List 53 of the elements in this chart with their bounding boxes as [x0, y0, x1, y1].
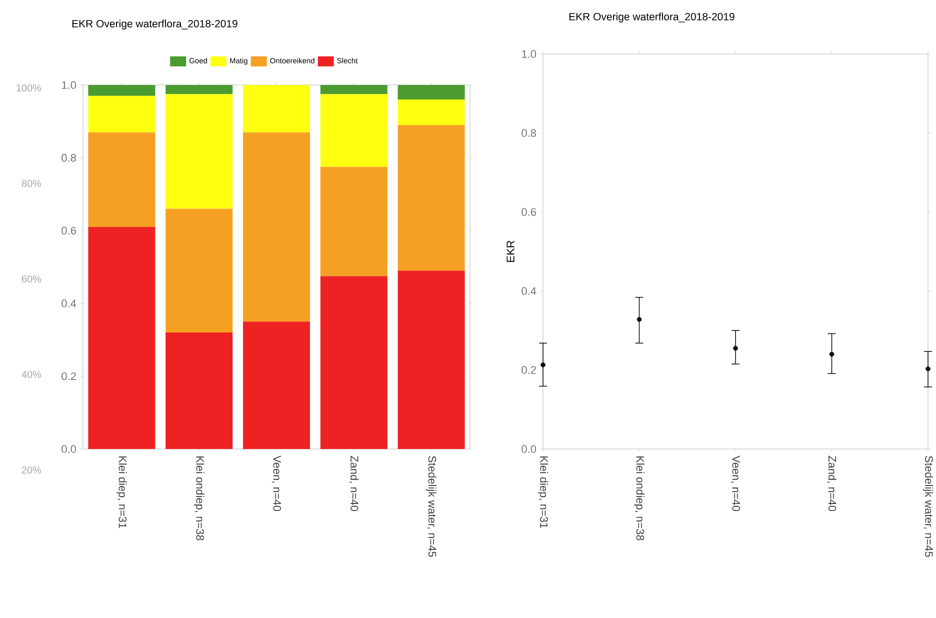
x-tick-label: Klei diep, n=31 — [116, 456, 127, 528]
bar — [398, 84, 465, 100]
y-tick-label: 0.4 — [522, 287, 536, 295]
bar — [166, 208, 233, 333]
bar — [88, 132, 156, 227]
bar — [320, 84, 388, 94]
bar — [166, 94, 233, 209]
bar — [243, 84, 310, 132]
y-tick-label: 0.2 — [522, 366, 536, 374]
x-tick-label: Klei ondiep, n=38 — [634, 456, 644, 540]
bar — [166, 332, 233, 449]
bar — [398, 270, 465, 449]
bar — [88, 96, 156, 132]
y-tick-label: 0.6 — [522, 208, 536, 216]
x-tick-label: Zand, n=40 — [349, 456, 359, 512]
point — [829, 352, 834, 357]
bar — [320, 94, 388, 167]
x-tick-label: Veen, n=40 — [730, 456, 740, 512]
y-tick-label: 0.4 — [62, 300, 76, 308]
text: 20% — [22, 466, 42, 474]
x-tick-label: Klei ondiep, n=38 — [194, 456, 204, 540]
point — [636, 317, 642, 322]
y-tick-label: 1.0 — [522, 50, 536, 58]
text: 100% — [16, 84, 42, 92]
bar — [88, 84, 156, 96]
y-tick-label: 0.2 — [62, 372, 76, 380]
text: 80% — [22, 180, 42, 188]
y-tick-label: 0.8 — [522, 129, 536, 137]
chart-title: EKR Overige waterflora_2018-2019 — [569, 12, 734, 22]
point — [733, 346, 738, 351]
bar — [320, 166, 388, 276]
chart-title: EKR Overige waterflora_2018-2019 — [72, 20, 238, 30]
point — [540, 362, 546, 368]
bar — [166, 84, 233, 94]
bar — [398, 100, 465, 126]
x-tick-label: Zand, n=40 — [827, 456, 836, 512]
text: 40% — [22, 370, 42, 378]
y-axis-title: EKR — [506, 240, 514, 262]
y-tick-label: 0.0 — [62, 445, 76, 453]
y-tick-label: 0.0 — [522, 445, 536, 453]
bar — [398, 125, 465, 271]
bar — [243, 132, 310, 322]
x-tick-label: Klei diep, n=31 — [538, 456, 548, 528]
text: 60% — [22, 275, 42, 283]
y-tick-label: 1.0 — [62, 81, 76, 89]
bar — [320, 276, 388, 449]
bar — [88, 226, 156, 449]
x-tick-label: Stedelijk water, n=45 — [922, 456, 934, 557]
x-tick-label: Stedelijk water, n=45 — [426, 456, 436, 557]
bar — [243, 322, 310, 449]
y-tick-label: 0.8 — [62, 154, 76, 162]
x-tick-label: Veen, n=40 — [272, 456, 282, 512]
y-tick-label: 0.6 — [62, 226, 76, 234]
